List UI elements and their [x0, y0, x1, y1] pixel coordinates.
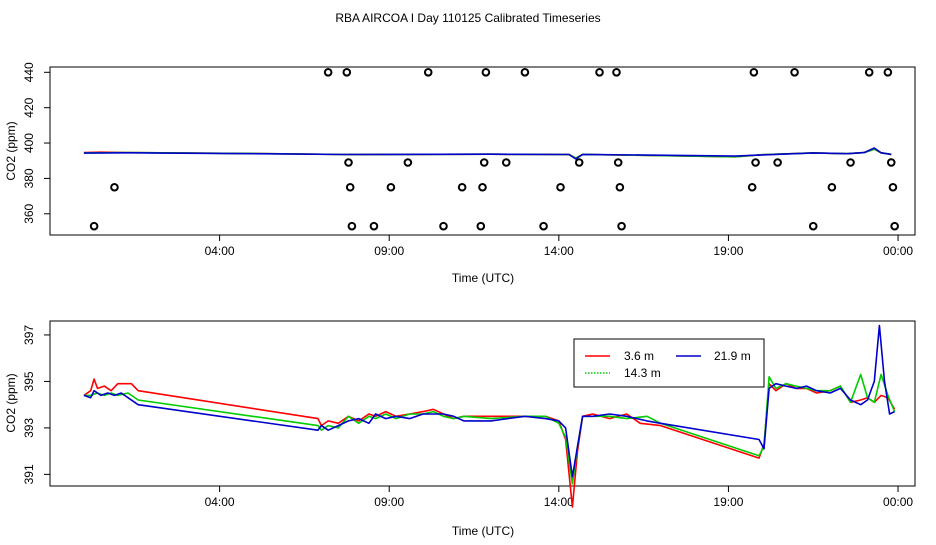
chart-title: RBA AIRCOA I Day 110125 Calibrated Times…: [335, 11, 600, 25]
calibration-point: [403, 158, 413, 167]
calibration-point: [747, 182, 757, 192]
bottom-y-tick-label: 397: [22, 325, 36, 345]
bottom-x-tick-label: 19:00: [713, 495, 743, 509]
calibration-point: [386, 182, 396, 192]
top-panel: Time (UTC) CO2 (ppm) 04:00 09:00 14:00 19:0…: [4, 62, 916, 285]
top-x-tick-label: 09:00: [374, 244, 404, 258]
calibration-point: [439, 221, 448, 231]
calibration-point: [574, 158, 584, 167]
calibration-point: [790, 68, 799, 77]
calibration-point: [481, 68, 491, 77]
legend-label-14-3m: 14.3 m: [624, 366, 661, 380]
legend: 3.6 m 21.9 m 14.3 m: [573, 338, 765, 388]
bottom-series-line-14-3-m: [83, 373, 896, 485]
top-y-tick-label: 440: [22, 62, 36, 82]
legend-frame: [573, 338, 765, 388]
calibration-point: [478, 182, 487, 192]
top-x-tick-label: 04:00: [205, 244, 235, 258]
bottom-series-line-21-9-m: [83, 324, 895, 478]
top-y-tick-label: 380: [22, 168, 36, 188]
calibration-point: [520, 68, 530, 77]
calibration-point: [89, 221, 99, 231]
bottom-series-line-3-6-m: [83, 378, 896, 508]
bottom-y-tick-label: 393: [22, 418, 36, 438]
calibration-point: [323, 68, 333, 77]
calibration-point: [457, 182, 467, 192]
top-x-axis-label: Time (UTC): [452, 271, 514, 285]
calibration-point: [423, 68, 433, 77]
top-x-tick-label: 14:00: [544, 244, 574, 258]
calibration-point: [846, 158, 855, 167]
bottom-y-tick-label: 395: [22, 371, 36, 391]
calibration-point: [888, 182, 898, 192]
top-y-tick-label: 400: [22, 133, 36, 153]
calibration-point: [808, 221, 818, 231]
legend-label-3-6m: 3.6 m: [624, 349, 654, 363]
calibration-point: [827, 182, 837, 192]
bottom-x-tick-label: 14:00: [544, 495, 574, 509]
calibration-point: [369, 221, 379, 231]
bottom-panel-frame: [49, 320, 916, 487]
calibration-point: [556, 182, 565, 192]
calibration-point: [749, 68, 759, 77]
top-y-axis-label: CO2 (ppm): [4, 121, 18, 180]
calibration-point: [347, 221, 357, 231]
top-series-line-21-9-m: [83, 147, 892, 160]
bottom-x-tick-label: 04:00: [205, 495, 235, 509]
calibration-point: [617, 221, 626, 231]
top-y-tick-label: 360: [22, 203, 36, 223]
calibration-point: [539, 221, 548, 231]
top-x-tick-label: 00:00: [883, 244, 913, 258]
calibration-point: [345, 182, 355, 192]
calibration-point: [615, 182, 625, 192]
calibration-point: [612, 68, 621, 77]
bottom-y-axis-label: CO2 (ppm): [4, 373, 18, 432]
top-x-tick-label: 19:00: [713, 244, 743, 258]
bottom-x-axis-label: Time (UTC): [452, 524, 514, 538]
calibration-point: [613, 158, 623, 167]
calibration-point: [476, 221, 486, 231]
calibration-point: [883, 68, 893, 77]
bottom-x-tick-label: 09:00: [374, 495, 404, 509]
legend-label-21-9m: 21.9 m: [714, 349, 751, 363]
calibration-point: [864, 68, 874, 77]
bottom-panel: Time (UTC) CO2 (ppm) 04:00 09:00 14:00 19:0…: [4, 320, 916, 538]
calibration-point: [344, 158, 353, 167]
calibration-point: [479, 158, 489, 167]
calibration-point: [886, 158, 896, 167]
calibration-point: [501, 158, 511, 167]
bottom-x-tick-label: 00:00: [883, 495, 913, 509]
calibration-point: [751, 158, 760, 167]
top-y-tick-label: 420: [22, 97, 36, 117]
calibration-point: [773, 158, 782, 167]
calibration-point: [110, 182, 119, 192]
calibration-point: [342, 68, 352, 77]
calibration-point: [595, 68, 604, 77]
calibration-point: [890, 221, 899, 231]
top-panel-frame: [49, 66, 916, 236]
bottom-y-tick-label: 391: [22, 464, 36, 484]
